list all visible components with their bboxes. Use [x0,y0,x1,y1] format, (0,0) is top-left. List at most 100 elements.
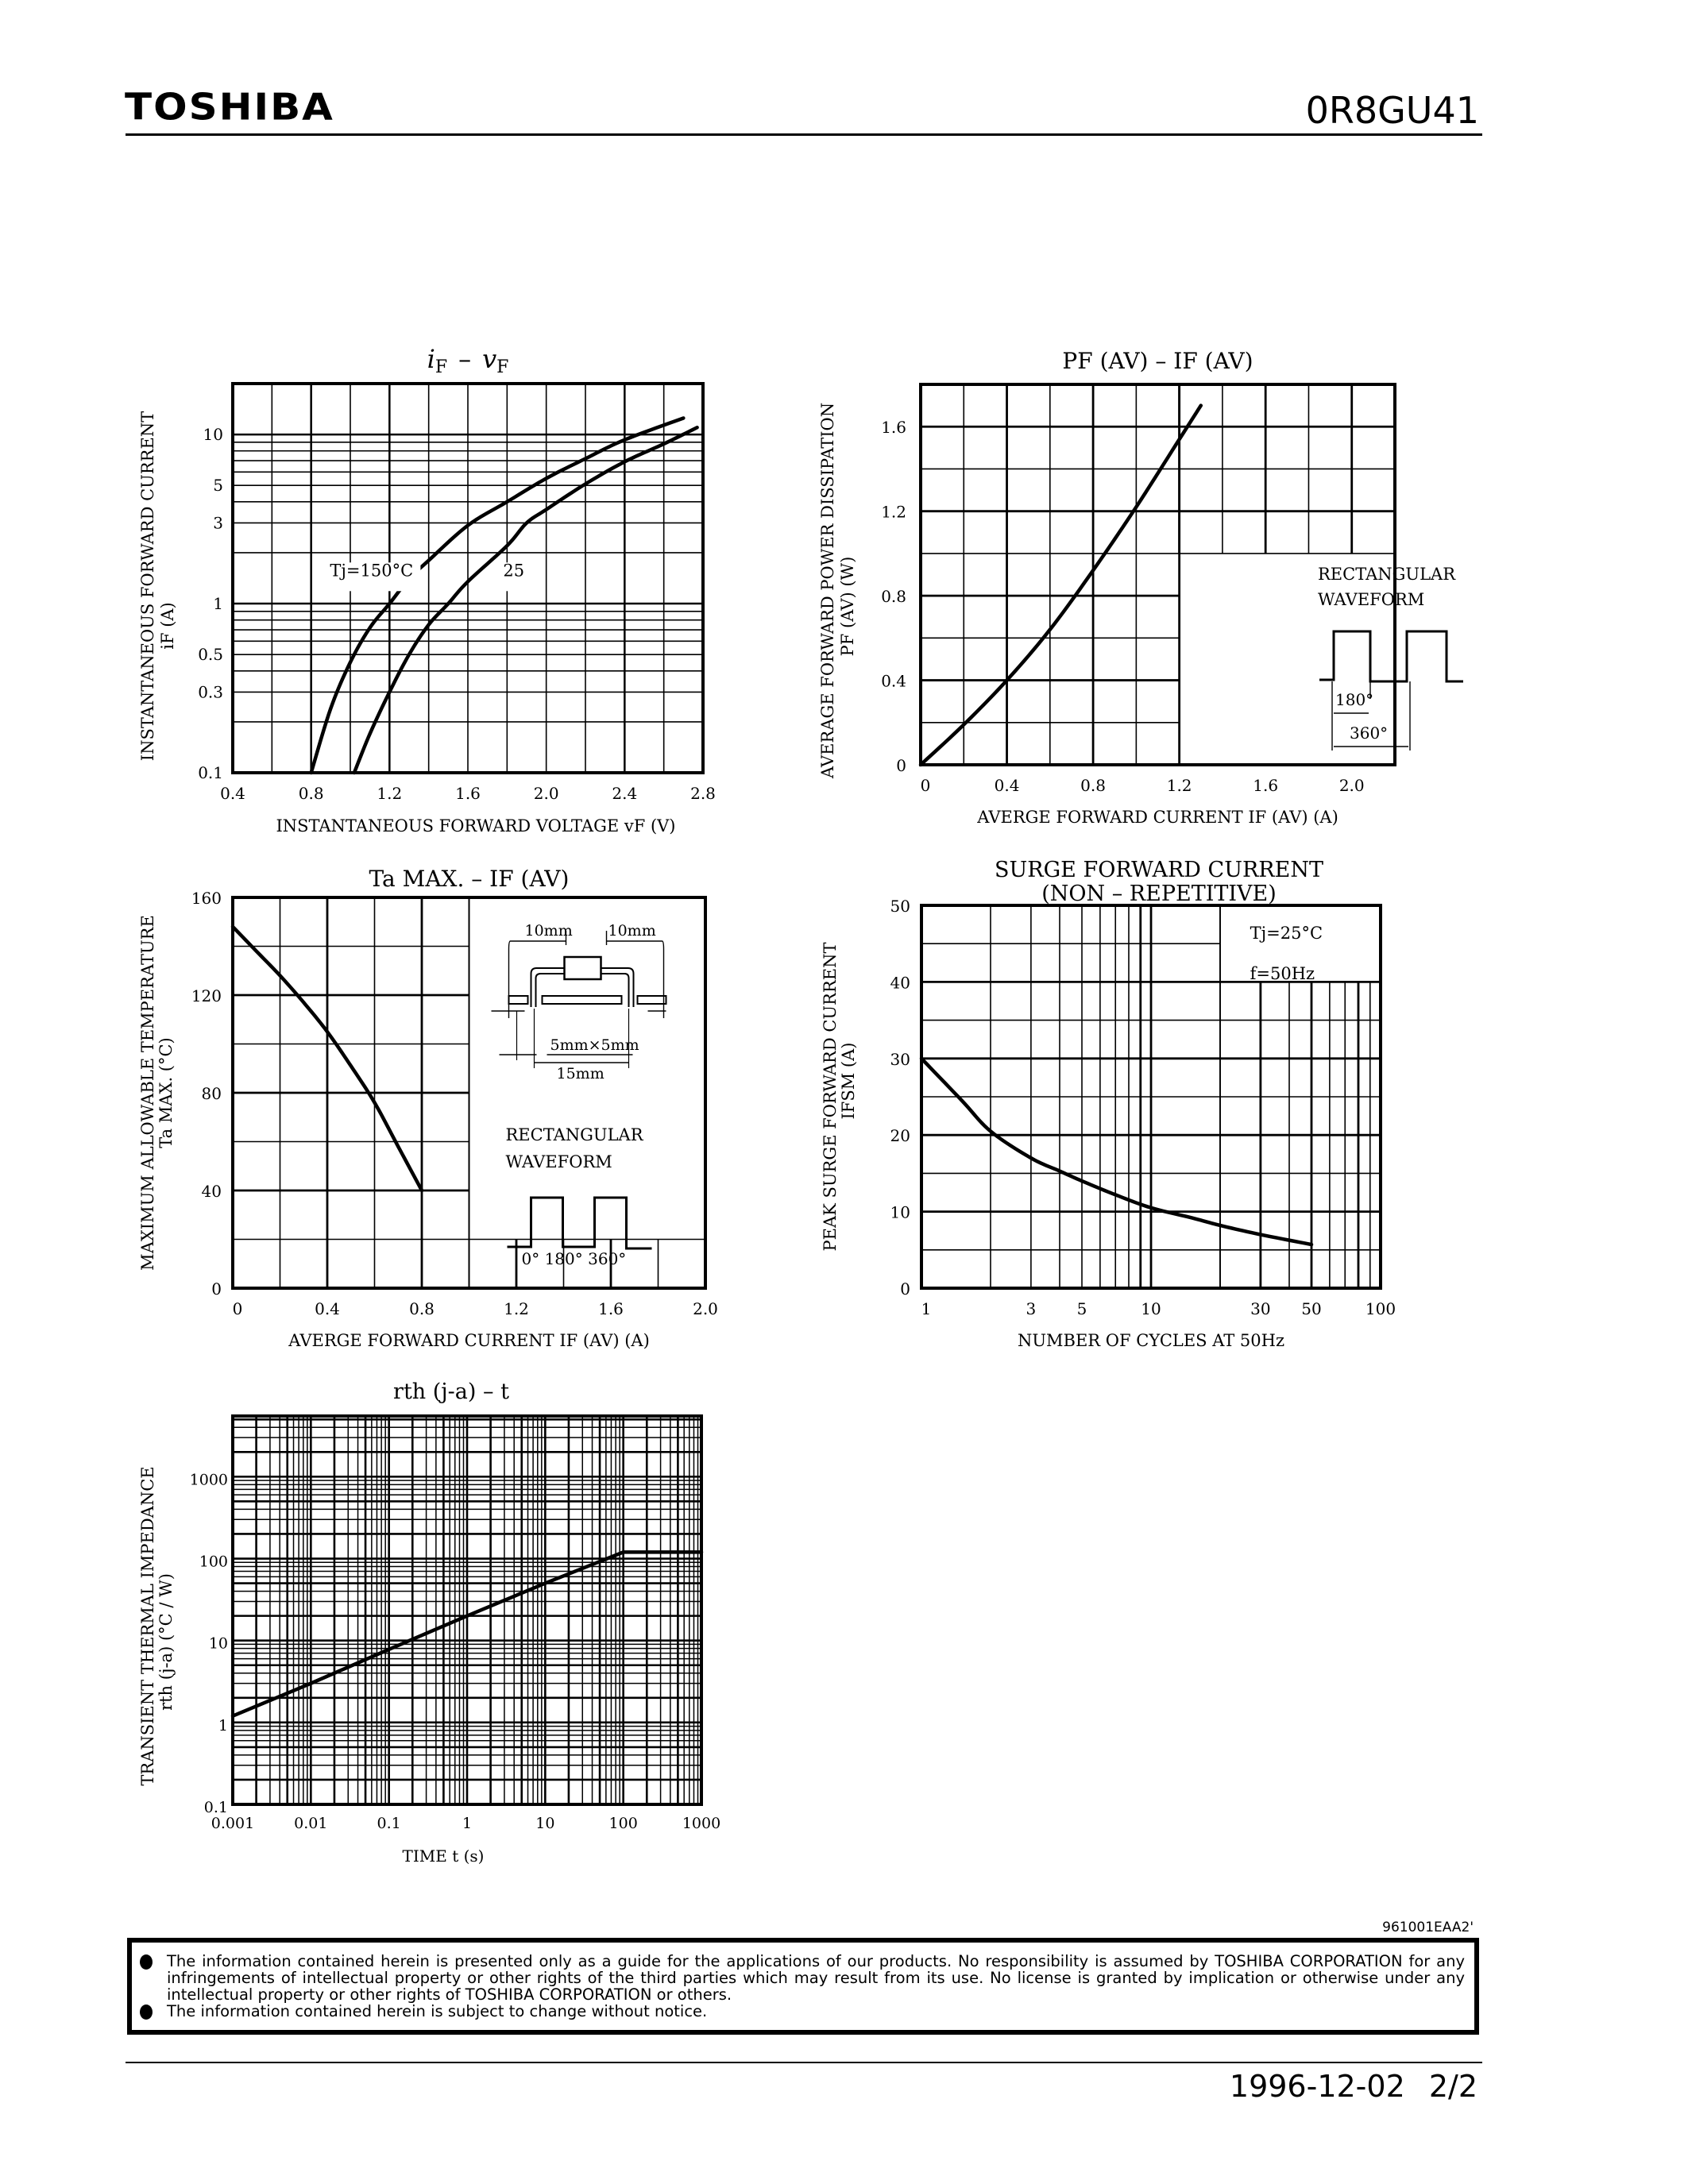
chart-rth-t-plot: 0.001 0.01 0.1 1 10 100 1000 0.1 1 10 100 1000 rth (… [138,1379,720,1866]
svg-text:100: 100 [609,1815,638,1832]
svg-text:120: 120 [191,986,222,1005]
svg-text:Tj=150°C: Tj=150°C [330,561,413,581]
issue-date: 1996-12-02 [1229,2069,1405,2104]
svg-text:NUMBER OF CYCLES AT 50Hz: NUMBER OF CYCLES AT 50Hz [1018,1331,1284,1350]
legal-notice-box: The information contained herein is pres… [127,1938,1479,2035]
svg-text:0: 0 [896,756,906,775]
svg-text:1000: 1000 [190,1471,228,1488]
svg-text:1.2: 1.2 [377,784,402,803]
svg-text:10: 10 [1141,1299,1161,1318]
svg-text:1: 1 [218,1717,228,1734]
svg-text:PF (AV) (W): PF (AV) (W) [838,557,857,657]
svg-text:TRANSIENT THERMAL IMPEDANCE: TRANSIENT THERMAL IMPEDANCE [138,1466,157,1785]
svg-text:1.6: 1.6 [455,784,481,803]
svg-text:AVERGE FORWARD CURRENT IF (A: AVERGE FORWARD CURRENT IF (AV) (A) [288,1331,650,1350]
svg-text:40: 40 [202,1182,222,1201]
footer-rule [126,2062,1482,2063]
svg-text:0.8: 0.8 [1080,776,1106,795]
svg-text:1000: 1000 [682,1815,720,1832]
svg-text:RECTANGULAR: RECTANGULAR [506,1125,644,1144]
footer-date-page: 1996-12-02 2/2 [1199,2069,1477,2104]
svg-text:100: 100 [199,1553,228,1571]
svg-text:Ta MAX. – IF (AV): Ta MAX. – IF (AV) [369,866,570,892]
svg-text:iF–vF: iF – vF [427,344,509,377]
brand-logo: TOSHIBA [125,86,334,129]
svg-text:0.8: 0.8 [299,784,324,803]
header-rule [126,133,1482,136]
svg-text:iF (A): iF (A) [158,602,177,650]
svg-text:10: 10 [209,1635,228,1653]
page-number: 2/2 [1428,2069,1477,2104]
chart-ta-max-if-plot: 0 0.4 0.8 1.2 1.6 2.0 0 40 80 120 160 10mm 10mm 5mm×5… [138,866,718,1350]
svg-text:0.1: 0.1 [204,1799,228,1816]
svg-text:0: 0 [211,1279,222,1298]
svg-text:2.4: 2.4 [612,784,637,803]
svg-text:0: 0 [921,776,931,795]
svg-text:10: 10 [890,1203,910,1222]
svg-text:0.4: 0.4 [995,776,1020,795]
svg-text:10: 10 [535,1815,554,1832]
svg-text:PEAK SURGE FORWARD CURRENT: PEAK SURGE FORWARD CURRENT [821,943,840,1252]
svg-text:50: 50 [890,897,910,916]
svg-text:0.01: 0.01 [294,1815,327,1832]
svg-text:INSTANTANEOUS FORWARD VOLTAGE: INSTANTANEOUS FORWARD VOLTAGE vF (V) [276,816,675,835]
svg-text:1: 1 [213,594,223,613]
svg-text:AVERGE FORWARD CURRENT IF (A: AVERGE FORWARD CURRENT IF (AV) (A) [976,808,1338,827]
svg-text:0.8: 0.8 [409,1299,435,1318]
svg-text:1: 1 [462,1815,472,1832]
part-number: 0R8GU41 [1305,89,1479,132]
svg-text:f=50Hz: f=50Hz [1250,964,1315,983]
svg-text:15mm: 15mm [557,1065,605,1082]
notice-text: The information contained herein is pres… [167,1952,1465,2004]
svg-text:RECTANGULAR: RECTANGULAR [1318,565,1456,584]
svg-text:WAVEFORM: WAVEFORM [1318,590,1424,609]
svg-text:INSTANTANEOUS FORWARD CURRENT: INSTANTANEOUS FORWARD CURRENT [138,411,157,761]
chart-if-vf-plot: 0.4 0.8 1.2 1.6 2.0 2.4 2.8 0.1 0.3 0.5 1 3 5 10 Tj=15… [138,344,716,835]
svg-text:2.8: 2.8 [690,784,716,803]
svg-text:0.4: 0.4 [220,784,245,803]
svg-text:1.6: 1.6 [881,418,906,437]
notice-text: The information contained herein is subj… [167,2002,708,2020]
svg-text:Tj=25°C: Tj=25°C [1250,924,1323,943]
svg-text:rth (j-a) (°C / W): rth (j-a) (°C / W) [156,1573,176,1711]
svg-text:2.0: 2.0 [1339,776,1365,795]
svg-text:40: 40 [890,973,910,992]
svg-text:180°: 180° [1335,690,1373,709]
svg-text:5mm×5mm: 5mm×5mm [550,1036,639,1054]
svg-text:5: 5 [1077,1299,1087,1318]
svg-text:5: 5 [213,476,223,495]
svg-text:10mm: 10mm [525,922,573,940]
svg-text:0.3: 0.3 [198,682,223,701]
svg-text:20: 20 [890,1126,910,1145]
svg-text:0.4: 0.4 [315,1299,340,1318]
chart-surge-plot: 1 3 5 10 30 50 100 0 10 20 30 40 50 Tj=25°C f=50Hz SURG… [821,858,1396,1350]
svg-text:WAVEFORM: WAVEFORM [506,1152,612,1171]
svg-text:0: 0 [233,1299,243,1318]
svg-text:160: 160 [191,889,222,908]
svg-text:TIME t (s): TIME t (s) [403,1846,485,1866]
svg-text:0: 0 [900,1279,910,1298]
svg-text:0.8: 0.8 [881,587,906,606]
svg-text:2.0: 2.0 [693,1299,718,1318]
svg-text:100: 100 [1365,1299,1396,1318]
svg-text:AVERAGE FORWARD POWER DISSIPAT: AVERAGE FORWARD POWER DISSIPATION [818,403,837,779]
svg-text:80: 80 [202,1084,222,1103]
svg-text:10: 10 [203,425,223,444]
svg-text:30: 30 [1250,1299,1270,1318]
notice-item: The information contained herein is subj… [132,2003,1465,2020]
svg-text:1.2: 1.2 [504,1299,529,1318]
svg-text:1.6: 1.6 [598,1299,624,1318]
svg-text:0.1: 0.1 [377,1815,401,1832]
svg-text:2.0: 2.0 [534,784,559,803]
svg-text:0.5: 0.5 [198,645,223,664]
document-id: 961001EAA2' [1382,1920,1474,1935]
svg-text:30: 30 [890,1050,910,1069]
bullet-icon [140,1954,153,1970]
svg-text:3: 3 [213,513,223,532]
svg-text:(NON – REPETITIVE): (NON – REPETITIVE) [1041,882,1277,906]
svg-text:0.1: 0.1 [198,763,223,782]
svg-text:IFSM (A): IFSM (A) [839,1043,858,1120]
svg-text:0° 180° 360°: 0° 180° 360° [522,1249,627,1268]
svg-text:Ta MAX. (°C): Ta MAX. (°C) [156,1037,176,1148]
svg-text:3: 3 [1026,1299,1037,1318]
